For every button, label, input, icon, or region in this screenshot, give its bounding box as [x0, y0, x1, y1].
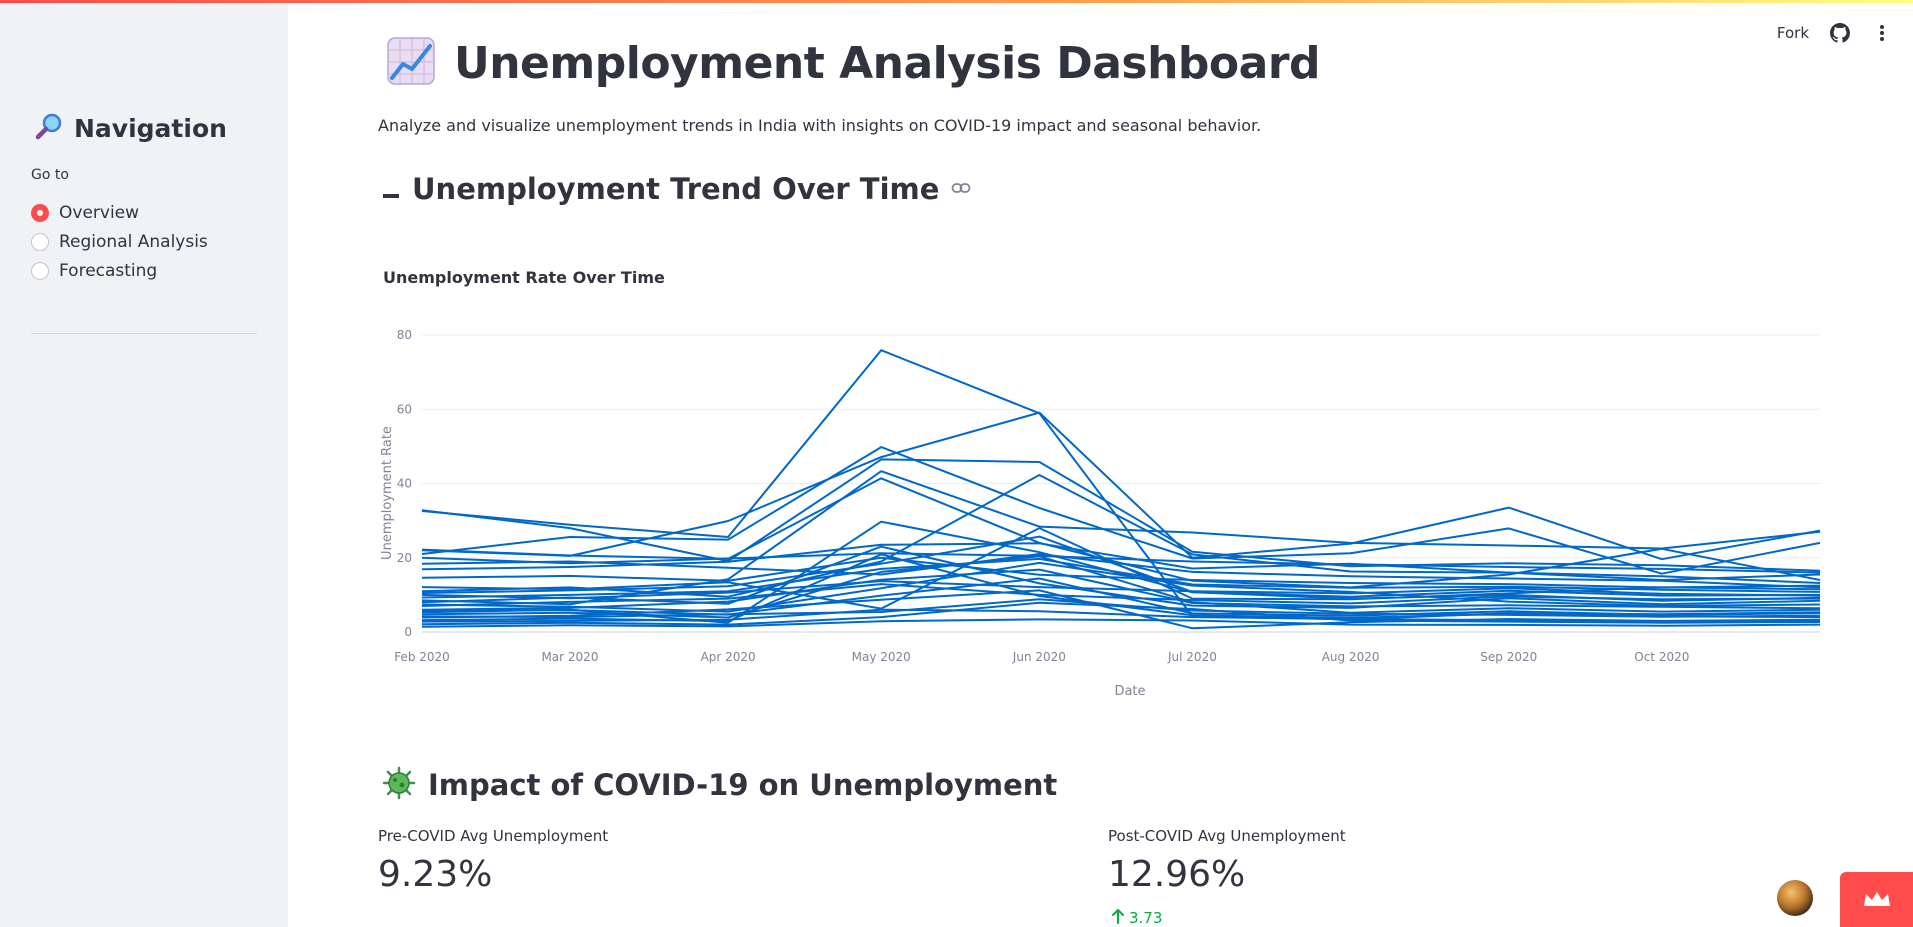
sidebar-divider	[31, 333, 257, 334]
x-tick-label: Sep 2020	[1480, 650, 1537, 664]
unemployment-line-chart[interactable]: Unemployment Rate Over Time Feb 2020 Mar …	[378, 255, 1828, 705]
nav-option-label: Regional Analysis	[59, 231, 208, 252]
dash-icon	[382, 172, 400, 206]
avatar[interactable]	[1777, 880, 1813, 916]
series-line[interactable]	[421, 552, 1821, 574]
series-line[interactable]	[421, 553, 1821, 589]
pre-covid-metric-value: 9.23%	[378, 854, 493, 895]
link-icon[interactable]	[951, 180, 971, 199]
kebab-menu-icon[interactable]	[1871, 22, 1893, 44]
x-tick-label: Feb 2020	[394, 650, 450, 664]
x-tick-label: Aug 2020	[1322, 650, 1380, 664]
series-line[interactable]	[421, 477, 1821, 589]
chart-title: Unemployment Rate Over Time	[383, 268, 665, 287]
post-covid-metric-label: Post-COVID Avg Unemployment	[1108, 827, 1346, 845]
trend-section-title: Unemployment Trend Over Time	[412, 172, 940, 206]
nav-option-label: Forecasting	[59, 260, 158, 281]
crown-icon[interactable]	[1840, 872, 1913, 927]
series-line[interactable]	[421, 557, 1821, 599]
series-line[interactable]	[421, 561, 1821, 613]
series-line[interactable]	[421, 580, 1821, 600]
x-axis-label: Date	[1114, 684, 1145, 699]
header-toolbar: Fork	[1777, 22, 1893, 44]
x-tick-label: Mar 2020	[541, 650, 598, 664]
arrow-up-icon	[1111, 908, 1125, 927]
radio-button[interactable]	[31, 261, 49, 280]
series-line[interactable]	[421, 598, 1821, 619]
x-tick-label: Apr 2020	[701, 650, 756, 664]
series-line[interactable]	[421, 618, 1821, 628]
series-line[interactable]	[421, 446, 1821, 575]
github-icon[interactable]	[1829, 22, 1851, 44]
nav-option-regional-analysis[interactable]: Regional Analysis	[31, 227, 208, 256]
x-tick-label: Jun 2020	[1012, 650, 1066, 664]
sidebar-title-text: Navigation	[74, 113, 227, 143]
virus-icon	[382, 766, 416, 804]
series-line[interactable]	[421, 577, 1821, 617]
covid-section-heading: Impact of COVID-19 on Unemployment	[382, 766, 1057, 804]
magnifier-icon	[34, 111, 64, 145]
trend-section-heading: Unemployment Trend Over Time	[382, 172, 971, 206]
radio-group-label: Go to	[31, 167, 69, 183]
nav-option-forecasting[interactable]: Forecasting	[31, 256, 208, 285]
radio-button[interactable]	[31, 203, 49, 222]
x-tick-label: May 2020	[852, 650, 911, 664]
nav-option-overview[interactable]: Overview	[31, 198, 208, 227]
series-line[interactable]	[421, 458, 1821, 572]
post-covid-metric-value: 12.96%	[1108, 854, 1246, 895]
y-axis-label: Unemployment Rate	[380, 426, 395, 560]
delta-value: 3.73	[1129, 909, 1163, 927]
chart-increasing-icon	[386, 36, 436, 90]
chart-canvas: Unemployment Rate Over Time Feb 2020 Mar …	[380, 268, 1821, 699]
sidebar: Navigation Go to Overview Regional Analy…	[0, 3, 288, 927]
x-tick-label: Oct 2020	[1634, 650, 1689, 664]
page-header: Unemployment Analysis Dashboard	[386, 36, 1321, 90]
series-line[interactable]	[421, 349, 1821, 621]
x-tick-label: Jul 2020	[1167, 650, 1217, 664]
nav-radio-group: Overview Regional Analysis Forecasting	[31, 198, 208, 285]
radio-button[interactable]	[31, 232, 49, 251]
series-line[interactable]	[421, 568, 1821, 611]
sidebar-title: Navigation	[34, 111, 227, 145]
y-tick-label: 80	[397, 328, 412, 342]
nav-option-label: Overview	[59, 202, 140, 223]
top-decoration-bar	[0, 0, 1913, 3]
y-tick-label: 20	[397, 551, 412, 565]
fork-button[interactable]: Fork	[1776, 24, 1809, 42]
page-title: Unemployment Analysis Dashboard	[454, 37, 1321, 89]
y-tick-label: 60	[397, 402, 412, 416]
series-line[interactable]	[421, 556, 1821, 589]
y-tick-label: 40	[397, 477, 412, 491]
page-subtitle: Analyze and visualize unemployment trend…	[378, 116, 1262, 135]
y-tick-label: 0	[404, 625, 412, 639]
pre-covid-metric-label: Pre-COVID Avg Unemployment	[378, 827, 609, 845]
series-line[interactable]	[421, 583, 1821, 607]
covid-section-title: Impact of COVID-19 on Unemployment	[428, 768, 1058, 802]
post-covid-metric-delta: 3.73	[1111, 908, 1162, 927]
series-line[interactable]	[421, 608, 1821, 623]
